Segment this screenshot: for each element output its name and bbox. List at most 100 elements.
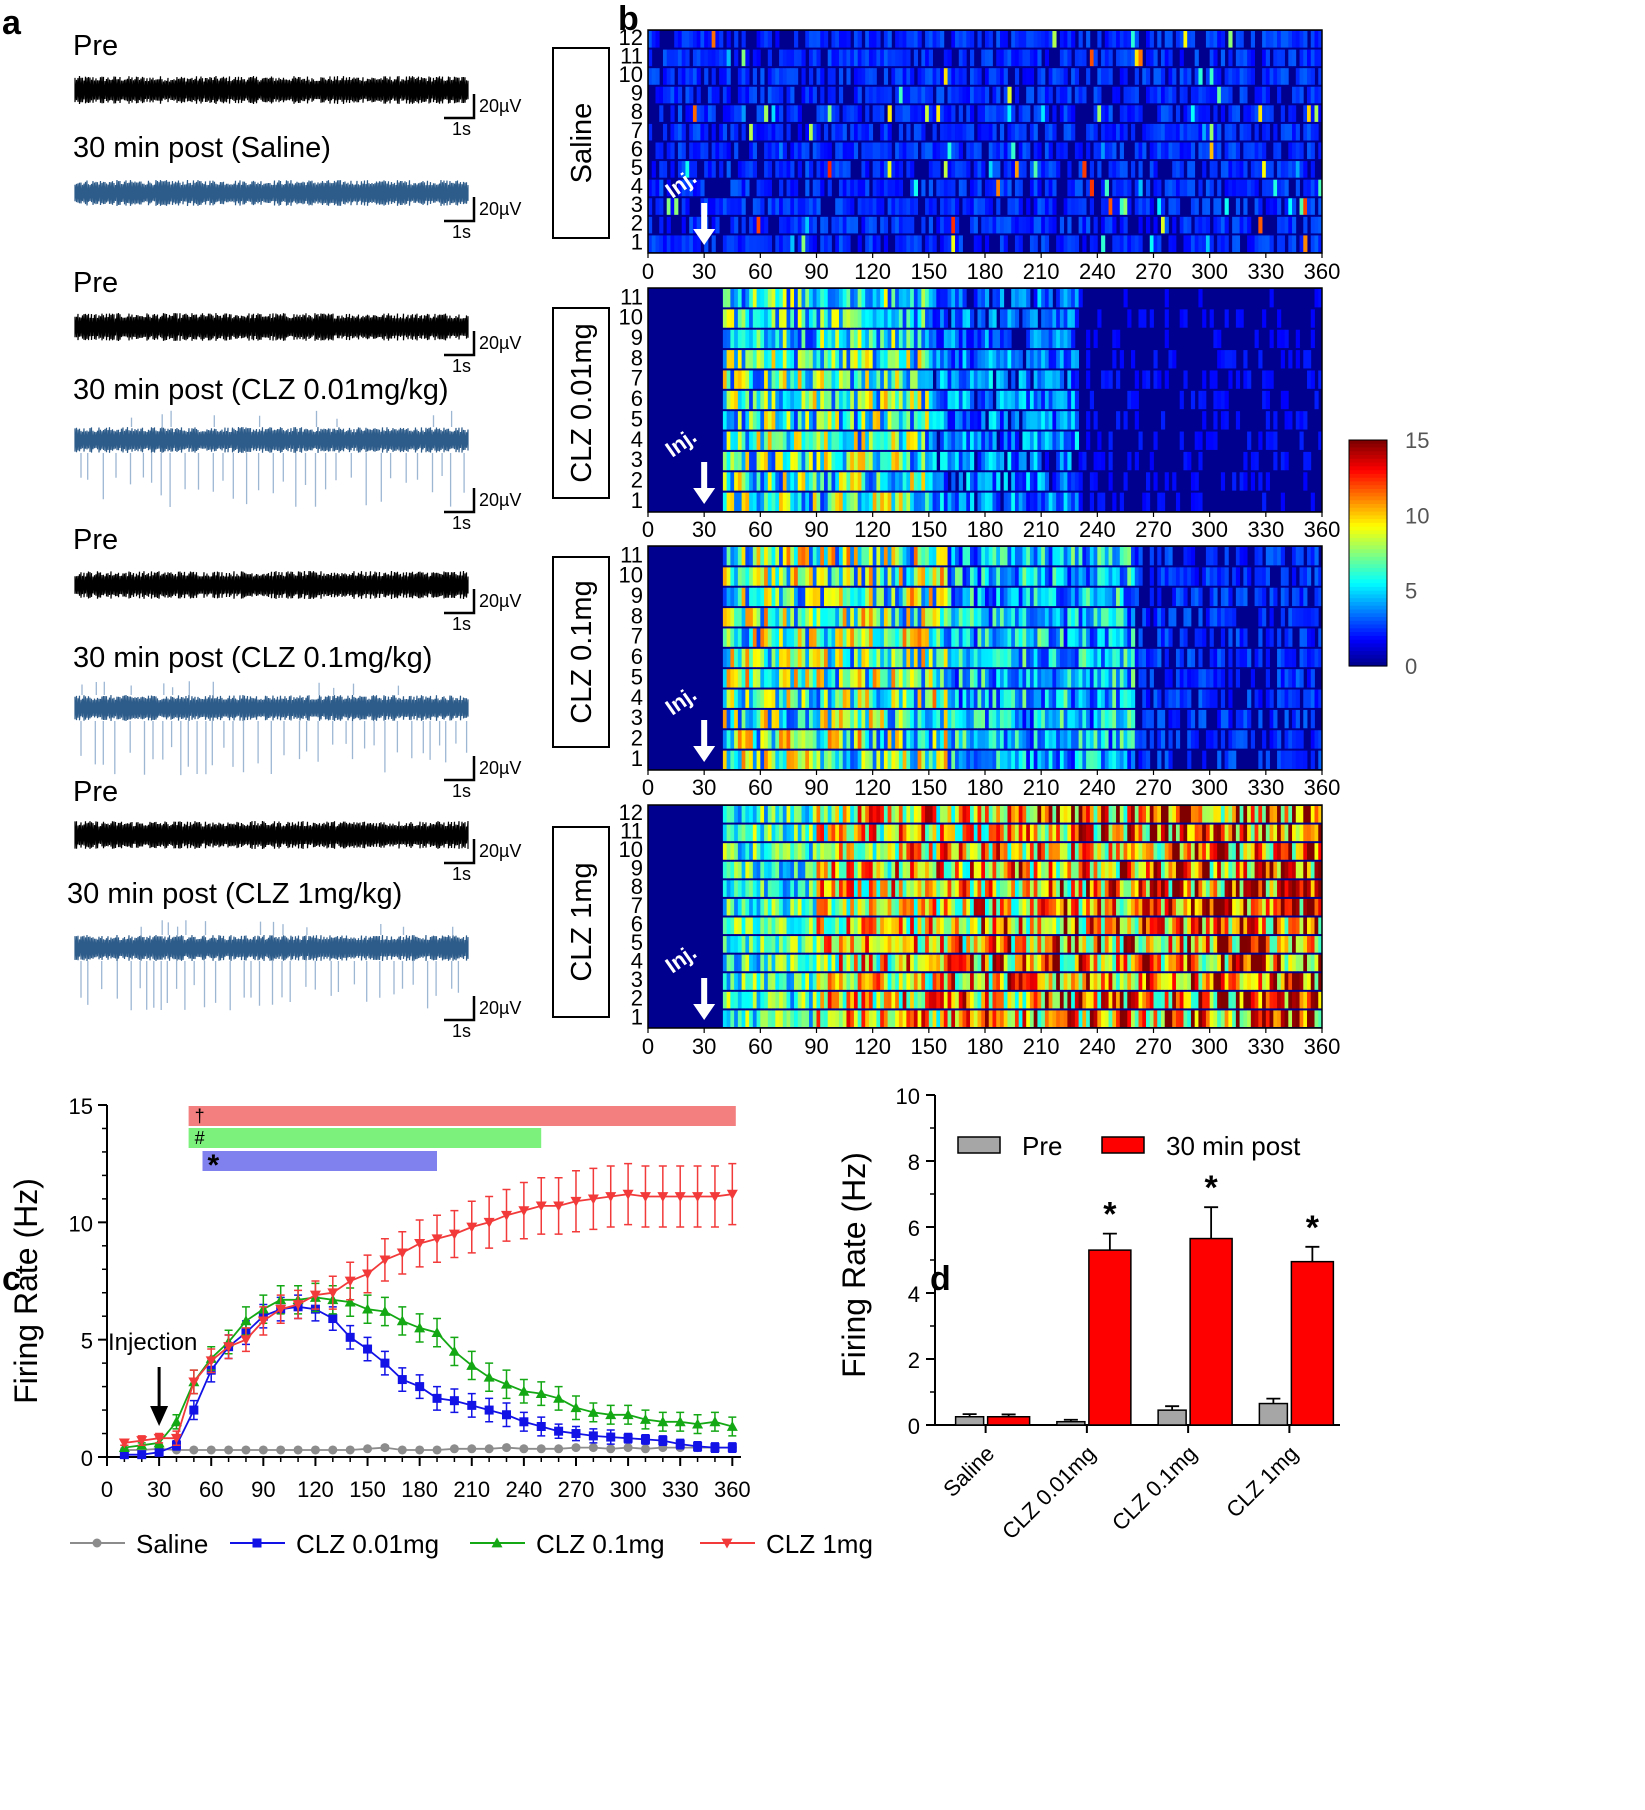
heatmap-cell bbox=[1288, 216, 1293, 234]
heatmap-cell bbox=[670, 123, 675, 141]
heatmap-cell bbox=[1108, 123, 1113, 141]
heatmap-cell bbox=[831, 608, 836, 627]
heatmap-cell bbox=[767, 198, 772, 215]
heatmap-cell bbox=[722, 669, 728, 688]
heatmap-cell bbox=[1295, 709, 1300, 729]
heatmap-cell bbox=[936, 824, 941, 842]
heatmap-cell bbox=[1190, 587, 1196, 607]
heatmap-cell bbox=[1217, 179, 1222, 197]
heatmap-cell bbox=[985, 547, 990, 566]
heatmap-cell bbox=[1198, 235, 1203, 252]
heatmap-cell bbox=[940, 431, 945, 450]
heatmap-cell bbox=[1014, 648, 1020, 668]
heatmap-cell bbox=[812, 31, 817, 48]
heatmap-cell bbox=[1116, 198, 1121, 215]
heatmap-cell bbox=[947, 824, 952, 842]
heatmap-cell bbox=[940, 648, 945, 668]
heatmap-cell bbox=[1175, 161, 1181, 178]
heatmap-cell bbox=[1164, 669, 1169, 688]
heatmap-cell bbox=[835, 161, 840, 178]
heatmap-cell bbox=[865, 161, 870, 178]
heatmap-cell bbox=[1041, 669, 1046, 688]
heatmap-cell bbox=[913, 390, 918, 410]
heatmap-cell bbox=[1190, 547, 1196, 566]
heatmap-cell bbox=[951, 370, 956, 389]
heatmap-cell bbox=[1041, 431, 1046, 450]
heatmap-cell bbox=[756, 709, 761, 729]
heatmap-cell bbox=[846, 492, 851, 511]
heatmap-cell bbox=[1198, 451, 1203, 471]
heatmap-cell bbox=[906, 329, 911, 349]
heatmap-cell bbox=[741, 730, 746, 749]
heatmap-cell bbox=[1044, 669, 1050, 688]
heatmap-cell bbox=[734, 492, 739, 511]
heatmap-cell bbox=[898, 547, 904, 566]
heatmap-cell bbox=[801, 309, 806, 328]
heatmap-cell bbox=[1037, 750, 1042, 769]
heatmap-cell bbox=[1153, 86, 1158, 104]
heatmap-cell bbox=[1033, 123, 1038, 141]
heatmap-cell bbox=[910, 235, 915, 252]
heatmap-cell bbox=[1247, 567, 1252, 586]
heatmap-cell bbox=[1205, 198, 1211, 215]
heatmap-cell bbox=[831, 730, 836, 749]
heatmap-cell bbox=[1303, 350, 1308, 369]
heatmap-cell bbox=[1037, 843, 1042, 860]
heatmap-cell bbox=[1104, 68, 1109, 85]
heatmap-cell bbox=[1146, 370, 1151, 389]
heatmap-cell bbox=[868, 451, 874, 471]
heatmap-cell bbox=[1187, 142, 1192, 160]
heatmap-cell bbox=[887, 49, 892, 67]
heatmap-cell bbox=[865, 123, 870, 141]
heatmap-cell bbox=[947, 86, 952, 104]
heatmap-cell bbox=[760, 709, 765, 729]
heatmap-cell bbox=[666, 216, 671, 234]
heatmap-cell bbox=[1198, 123, 1203, 141]
heatmap-cell bbox=[1078, 179, 1083, 197]
heatmap-cell bbox=[786, 709, 791, 729]
heatmap-cell bbox=[1258, 472, 1263, 491]
heatmap-cell bbox=[925, 105, 930, 122]
heatmap-cell bbox=[1086, 587, 1091, 607]
heatmap-cell bbox=[1179, 431, 1184, 450]
heatmap-cell bbox=[1288, 824, 1293, 842]
heatmap-cell bbox=[865, 806, 870, 823]
heatmap-cell bbox=[782, 309, 787, 328]
heatmap-cell bbox=[895, 49, 900, 67]
heatmap-cell bbox=[1041, 235, 1046, 252]
heatmap-cell bbox=[722, 567, 728, 586]
heatmap-cell bbox=[992, 709, 997, 729]
heatmap-cell bbox=[827, 587, 832, 607]
heatmap-cell bbox=[988, 198, 993, 215]
heatmap-cell bbox=[1232, 350, 1237, 369]
heatmap-cell bbox=[1033, 289, 1038, 308]
heatmap-cell bbox=[1220, 628, 1226, 647]
heatmap-cell bbox=[1089, 628, 1094, 647]
heatmap-cell bbox=[1022, 31, 1027, 48]
heatmap-cell bbox=[1134, 86, 1139, 104]
heatmap-cell bbox=[737, 648, 743, 668]
heatmap-cell bbox=[730, 105, 735, 122]
heatmap-cell bbox=[1119, 68, 1124, 85]
heatmap-cell bbox=[767, 235, 772, 252]
heatmap-cell bbox=[970, 350, 975, 369]
heatmap-cell bbox=[921, 567, 926, 586]
heatmap-cell bbox=[940, 492, 945, 511]
heatmap-cell bbox=[857, 730, 862, 749]
heatmap-cell bbox=[1153, 142, 1158, 160]
heatmap-x-tick-label: 240 bbox=[1079, 775, 1116, 800]
heatmap-cell bbox=[1011, 31, 1016, 48]
heatmap-x-tick-label: 360 bbox=[1304, 259, 1341, 284]
heatmap-cell bbox=[1048, 567, 1053, 586]
heatmap-cell bbox=[966, 628, 971, 647]
heatmap-cell bbox=[857, 390, 862, 410]
heatmap-cell bbox=[1262, 49, 1267, 67]
heatmap-cell bbox=[913, 567, 918, 586]
heatmap-cell bbox=[985, 730, 990, 749]
heatmap-cell bbox=[1198, 492, 1203, 511]
heatmap-cell bbox=[1059, 329, 1065, 349]
heatmap-cell bbox=[1205, 806, 1211, 823]
heatmap-cell bbox=[910, 86, 915, 104]
heatmap-cell bbox=[936, 309, 941, 328]
